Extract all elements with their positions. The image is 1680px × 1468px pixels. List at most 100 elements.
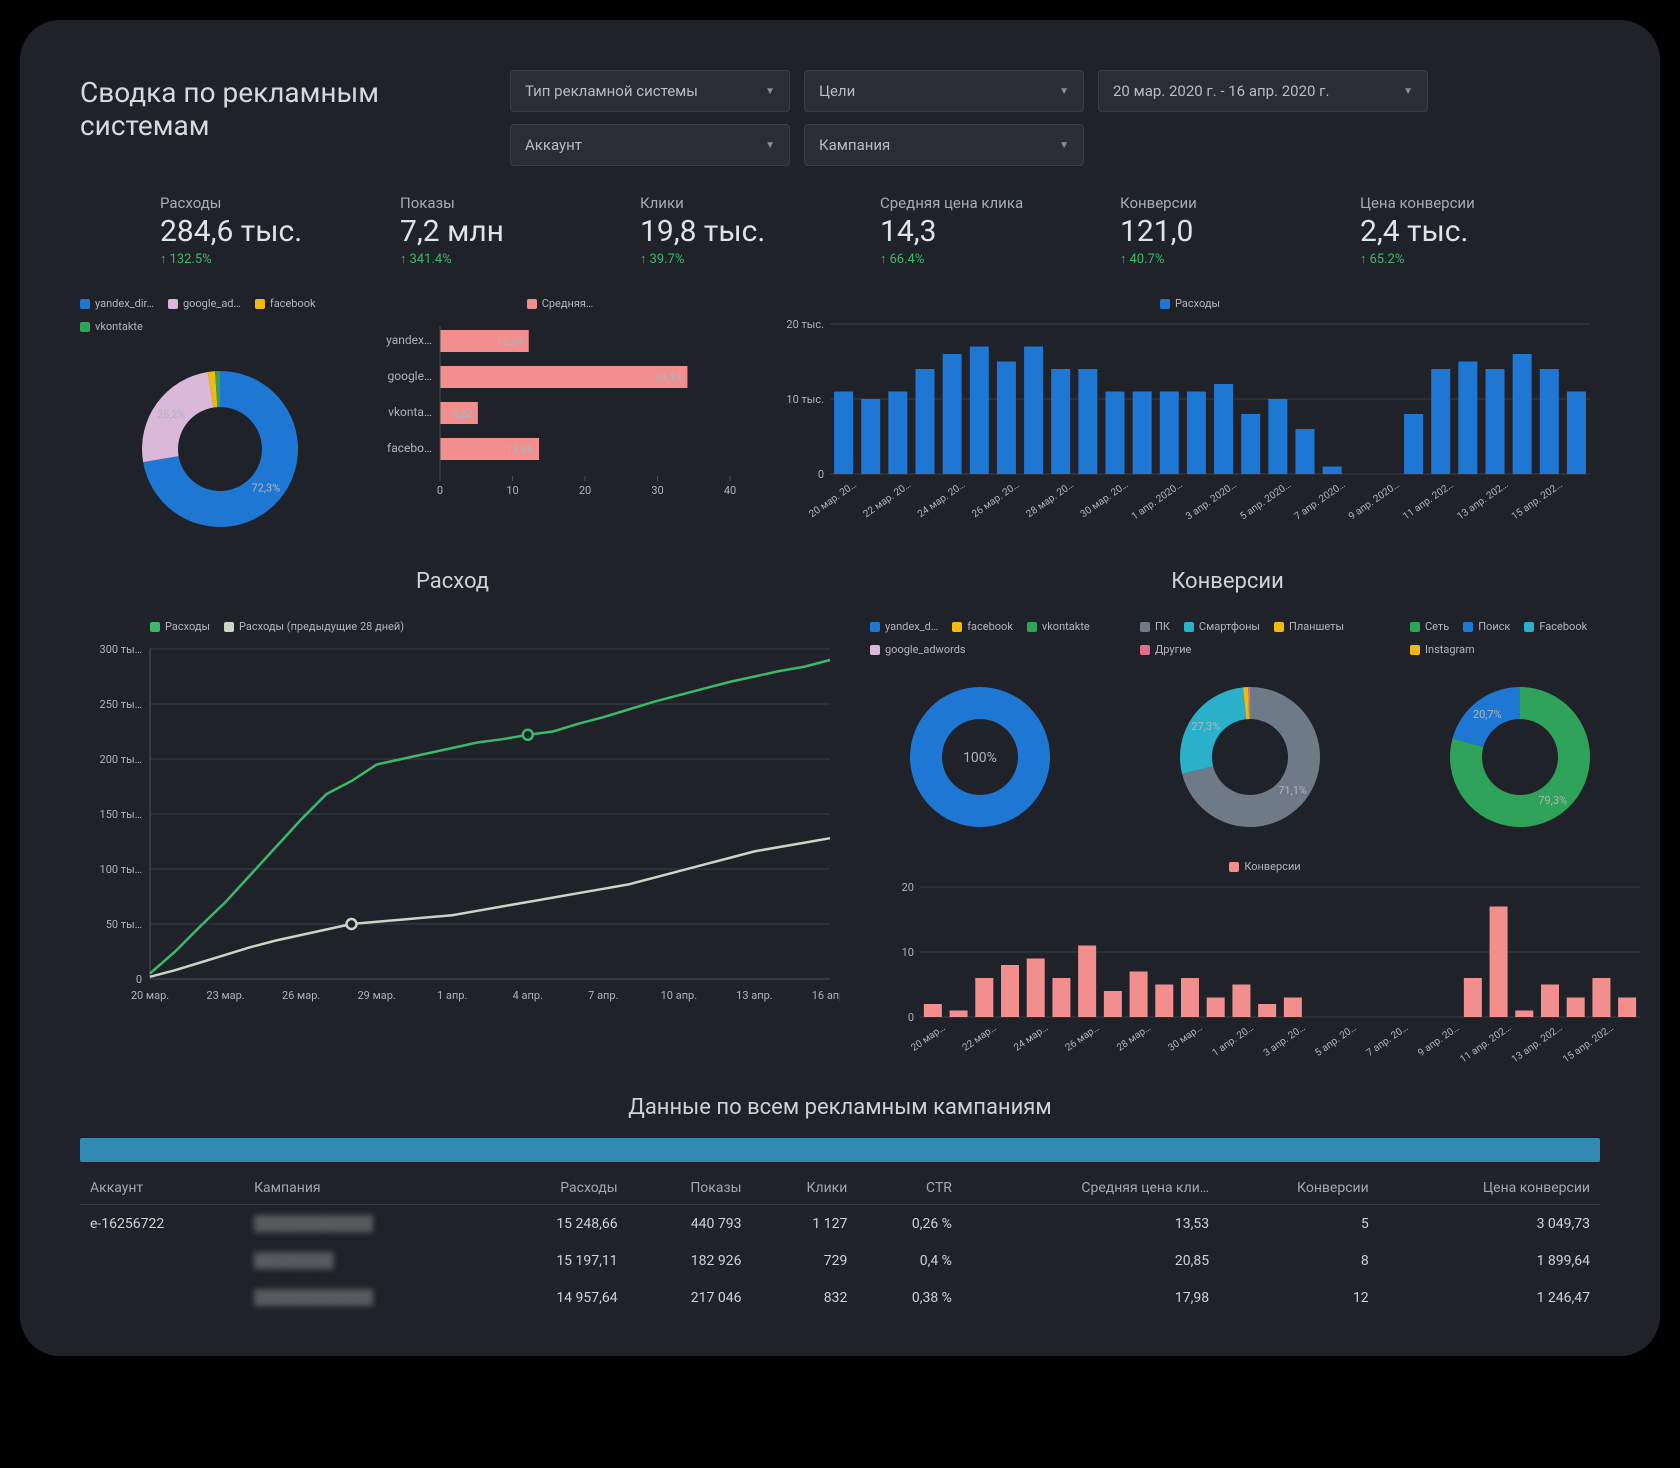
svg-text:79,3%: 79,3%	[1538, 794, 1567, 807]
legend-item: Instagram	[1410, 643, 1475, 656]
filter-label: Аккаунт	[525, 136, 582, 154]
svg-text:23 мар.: 23 мар.	[206, 989, 244, 1002]
svg-text:15 апр. 202…: 15 апр. 202…	[1510, 479, 1565, 522]
svg-text:3 апр. 2020…: 3 апр. 2020…	[1184, 479, 1239, 522]
table-header[interactable]: Аккаунт	[80, 1172, 244, 1205]
svg-text:20: 20	[902, 881, 914, 894]
svg-text:0: 0	[908, 1011, 914, 1024]
svg-text:1 апр. 20…: 1 апр. 20…	[1210, 1022, 1256, 1059]
legend-item: Другие	[1140, 643, 1191, 656]
table-header[interactable]: Средняя цена кли…	[962, 1172, 1219, 1205]
legend-item: vkontakte	[80, 320, 143, 333]
table-header[interactable]: Расходы	[486, 1172, 628, 1205]
chevron-down-icon: ▼	[1403, 86, 1413, 97]
svg-text:vkonta…: vkonta…	[388, 405, 432, 419]
filters: Тип рекламной системы ▼ Цели ▼ 20 мар. 2…	[510, 70, 1600, 166]
svg-text:30 мар…: 30 мар…	[1166, 1022, 1204, 1053]
kpi-value: 7,2 млн	[400, 214, 570, 249]
table-header[interactable]: Цена конверсии	[1379, 1172, 1600, 1205]
svg-text:28 мар. 20…: 28 мар. 20…	[1024, 479, 1076, 520]
filter-date-range[interactable]: 20 мар. 2020 г. - 16 апр. 2020 г. ▼	[1098, 70, 1428, 112]
filter-system-type[interactable]: Тип рекламной системы ▼	[510, 70, 790, 112]
svg-text:1 апр. 2020…: 1 апр. 2020…	[1130, 479, 1185, 522]
legend-item: Facebook	[1524, 620, 1587, 633]
legend-item: Расходы	[150, 620, 210, 633]
table-title: Данные по всем рекламным кампаниям	[80, 1095, 1600, 1120]
chevron-down-icon: ▼	[765, 140, 775, 151]
svg-text:facebo…: facebo…	[387, 441, 432, 455]
kpi-label: Расходы	[160, 194, 330, 212]
svg-text:5 апр. 20…: 5 апр. 20…	[1313, 1022, 1359, 1059]
kpi-card: Конверсии 121,0 ↑40.7%	[1120, 194, 1290, 267]
kpi-delta: ↑132.5%	[160, 251, 330, 267]
kpi-delta: ↑341.4%	[400, 251, 570, 267]
svg-text:0: 0	[136, 973, 142, 986]
kpi-value: 14,3	[880, 214, 1050, 249]
legend-item: facebook	[952, 620, 1013, 633]
legend-label: Средняя…	[542, 297, 594, 310]
legend-label: Конверсии	[1244, 860, 1300, 873]
header-row: Сводка по рекламным системам Тип рекламн…	[80, 70, 1600, 166]
table-row[interactable]: ████████ 15 197,11182 926729 0,4 %20,858…	[80, 1242, 1600, 1279]
dashboard: Сводка по рекламным системам Тип рекламн…	[20, 20, 1660, 1356]
kpi-delta: ↑66.4%	[880, 251, 1050, 267]
table-row[interactable]: e-16256722████████████ 15 248,66440 7931…	[80, 1205, 1600, 1243]
kpi-value: 284,6 тыс.	[160, 214, 330, 249]
kpi-label: Клики	[640, 194, 810, 212]
svg-text:20 мар. 20…: 20 мар. 20…	[807, 479, 859, 520]
kpi-value: 121,0	[1120, 214, 1290, 249]
chevron-down-icon: ▼	[1059, 86, 1069, 97]
svg-text:29 мар.: 29 мар.	[358, 989, 396, 1002]
legend-item: facebook	[255, 297, 316, 310]
legend-item: yandex_dir…	[80, 297, 154, 310]
svg-text:100 ты…: 100 ты…	[100, 863, 142, 876]
bars-spend: Расходы 010 тыс.20 тыс.20 мар. 20…22 мар…	[780, 297, 1600, 543]
donut-sources: yandex_dir…google_ad…facebookvkontakte 7…	[80, 297, 340, 543]
legend-item: Сеть	[1410, 620, 1449, 633]
svg-text:10 апр.: 10 апр.	[661, 989, 698, 1002]
page-title: Сводка по рекламным системам	[80, 70, 480, 142]
svg-text:5,22: 5,22	[451, 407, 472, 420]
svg-text:11 апр. 202…: 11 апр. 202…	[1401, 479, 1456, 522]
svg-text:3 апр. 20…: 3 апр. 20…	[1262, 1022, 1308, 1059]
table-header[interactable]: Клики	[751, 1172, 857, 1205]
table-row[interactable]: ████████████ 14 957,64217 046832 0,38 %1…	[80, 1279, 1600, 1316]
svg-text:30 мар. 20…: 30 мар. 20…	[1079, 479, 1131, 520]
hbar-avg-cpc: Средняя… yandex…12,24google…34,13vkonta……	[370, 297, 750, 543]
filter-label: Цели	[819, 82, 855, 100]
table-header[interactable]: Кампания	[244, 1172, 486, 1205]
svg-text:yandex…: yandex…	[386, 333, 432, 347]
svg-text:26 мар.: 26 мар.	[282, 989, 320, 1002]
legend-item: Смартфоны	[1184, 620, 1260, 633]
svg-text:26 мар. 20…: 26 мар. 20…	[970, 479, 1022, 520]
svg-text:24 мар. 20…: 24 мар. 20…	[916, 479, 968, 520]
legend-item: Поиск	[1463, 620, 1510, 633]
chevron-down-icon: ▼	[765, 86, 775, 97]
svg-text:22 мар…: 22 мар…	[961, 1022, 999, 1053]
svg-text:4 апр.: 4 апр.	[513, 989, 543, 1002]
table-header[interactable]: Конверсии	[1219, 1172, 1379, 1205]
kpi-value: 19,8 тыс.	[640, 214, 810, 249]
filter-label: Тип рекламной системы	[525, 82, 698, 100]
svg-text:google…: google…	[388, 369, 432, 383]
svg-text:150 ты…: 150 ты…	[100, 808, 142, 821]
svg-text:50 ты…: 50 ты…	[106, 918, 142, 931]
filter-account[interactable]: Аккаунт ▼	[510, 124, 790, 166]
svg-text:40: 40	[724, 484, 736, 497]
svg-text:15 апр. 202…: 15 апр. 202…	[1561, 1022, 1616, 1065]
table-header[interactable]: Показы	[628, 1172, 752, 1205]
kpi-label: Конверсии	[1120, 194, 1290, 212]
svg-text:30: 30	[651, 484, 663, 497]
svg-text:28 мар…: 28 мар…	[1115, 1022, 1153, 1053]
svg-text:0: 0	[437, 484, 443, 497]
svg-text:34,13: 34,13	[655, 371, 682, 384]
filter-campaign[interactable]: Кампания ▼	[804, 124, 1084, 166]
section-title-conv: Конверсии	[855, 569, 1600, 594]
svg-text:10 тыс.: 10 тыс.	[786, 393, 824, 406]
legend-item: google_ad…	[168, 297, 241, 310]
svg-text:250 ты…: 250 ты…	[100, 698, 142, 711]
table-header[interactable]: CTR	[857, 1172, 962, 1205]
svg-text:20 тыс.: 20 тыс.	[786, 318, 824, 331]
kpi-delta: ↑40.7%	[1120, 251, 1290, 267]
filter-goals[interactable]: Цели ▼	[804, 70, 1084, 112]
